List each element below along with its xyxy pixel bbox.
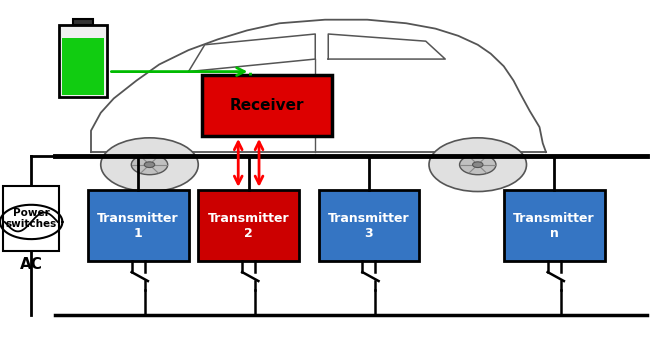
Text: Transmitter
3: Transmitter 3 xyxy=(328,212,410,240)
Circle shape xyxy=(473,162,483,168)
Bar xyxy=(62,38,104,95)
Text: AC: AC xyxy=(20,257,43,272)
Circle shape xyxy=(429,138,526,192)
Circle shape xyxy=(131,155,168,175)
Circle shape xyxy=(460,155,496,175)
Bar xyxy=(73,19,92,25)
Circle shape xyxy=(101,138,198,192)
Text: Receiver: Receiver xyxy=(229,98,304,113)
Bar xyxy=(202,75,332,136)
Bar xyxy=(318,190,419,261)
Bar xyxy=(58,25,107,97)
Bar xyxy=(3,186,58,251)
Bar xyxy=(88,190,188,261)
Circle shape xyxy=(144,162,155,168)
Bar xyxy=(504,190,604,261)
Bar xyxy=(198,190,299,261)
Text: Transmitter
1: Transmitter 1 xyxy=(98,212,179,240)
Text: Transmitter
n: Transmitter n xyxy=(514,212,595,240)
Text: Transmitter
2: Transmitter 2 xyxy=(208,212,289,240)
Text: Power
switches: Power switches xyxy=(5,208,57,229)
